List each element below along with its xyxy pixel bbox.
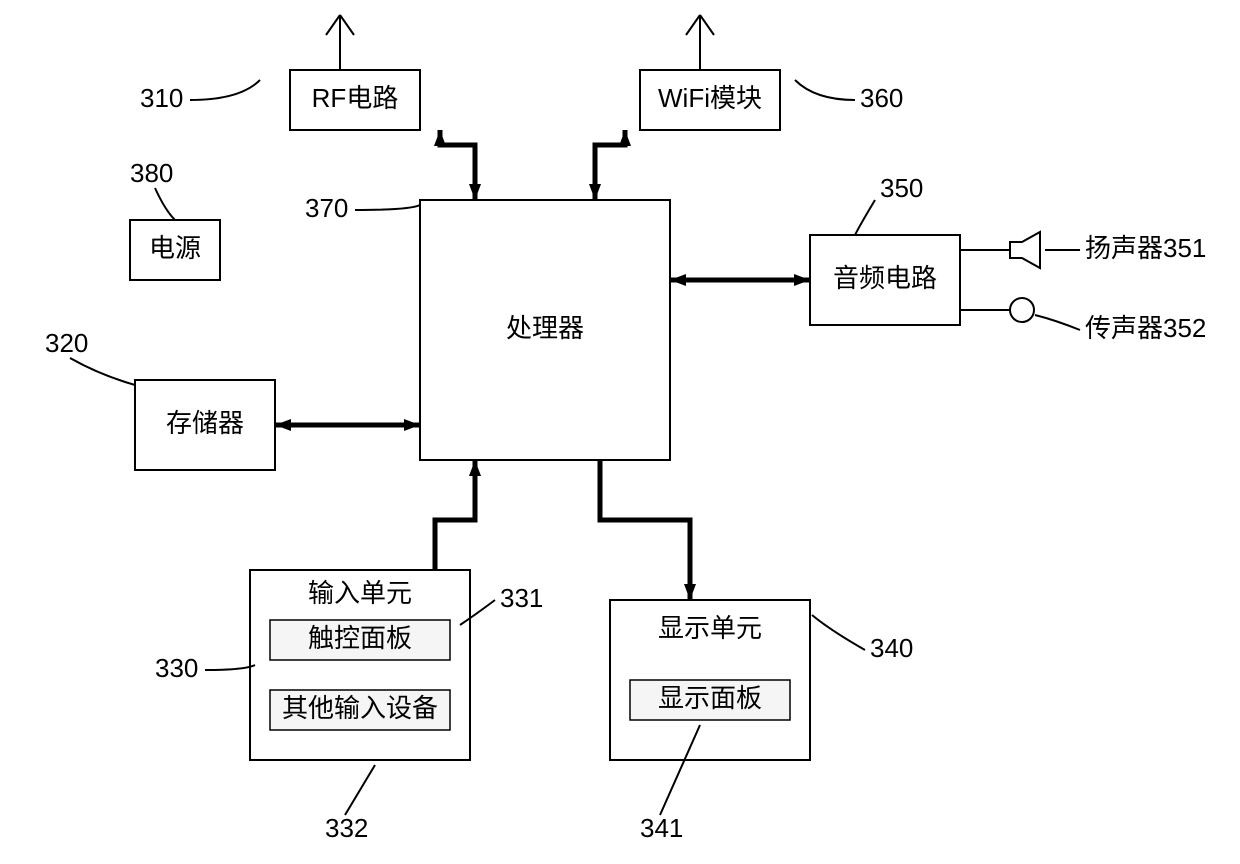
ref-leader-310 xyxy=(190,80,260,100)
connection-input-processor xyxy=(435,460,475,570)
touch-panel-label: 触控面板 xyxy=(308,623,412,653)
side-label-1: 传声器352 xyxy=(1085,313,1206,343)
ref-leader-332 xyxy=(345,765,375,815)
wifi-module-label: WiFi模块 xyxy=(658,83,762,113)
ref-leader-350 xyxy=(855,200,875,235)
speaker-icon xyxy=(1010,232,1040,268)
ref-number-370: 370 xyxy=(305,193,348,223)
processor-label: 处理器 xyxy=(506,313,584,343)
wifi-antenna-icon-v1 xyxy=(686,15,700,35)
ref-leader-320 xyxy=(70,358,135,385)
memory-label: 存储器 xyxy=(166,408,244,438)
ref-number-350: 350 xyxy=(880,173,923,203)
ref-leader-360 xyxy=(795,80,855,100)
rf-antenna-icon-v2 xyxy=(340,15,354,35)
ref-number-340: 340 xyxy=(870,633,913,663)
ref-number-330: 330 xyxy=(155,653,198,683)
side-leader-1 xyxy=(1035,315,1080,330)
display-panel-label: 显示面板 xyxy=(658,683,762,713)
power-label: 电源 xyxy=(149,233,201,263)
ref-number-331: 331 xyxy=(500,583,543,613)
rf-circuit-label: RF电路 xyxy=(312,83,399,113)
microphone-icon xyxy=(1010,298,1034,322)
connection-rf-processor xyxy=(440,130,475,200)
ref-leader-340 xyxy=(812,615,865,650)
display-unit-label: 显示单元 xyxy=(658,613,762,643)
audio-circuit-label: 音频电路 xyxy=(833,263,937,293)
ref-number-360: 360 xyxy=(860,83,903,113)
rf-antenna-icon-v1 xyxy=(326,15,340,35)
ref-leader-370 xyxy=(355,205,420,210)
other-input-label: 其他输入设备 xyxy=(282,693,438,723)
connection-processor-display xyxy=(600,460,690,600)
wifi-antenna-icon-v2 xyxy=(700,15,714,35)
connection-wifi-processor xyxy=(595,130,625,200)
ref-number-332: 332 xyxy=(325,813,368,843)
ref-number-341: 341 xyxy=(640,813,683,843)
ref-number-380: 380 xyxy=(130,158,173,188)
side-label-0: 扬声器351 xyxy=(1085,233,1206,263)
ref-leader-380 xyxy=(155,188,175,220)
input-unit-label: 输入单元 xyxy=(308,578,412,608)
ref-leader-330 xyxy=(205,665,255,670)
ref-number-320: 320 xyxy=(45,328,88,358)
ref-number-310: 310 xyxy=(140,83,183,113)
